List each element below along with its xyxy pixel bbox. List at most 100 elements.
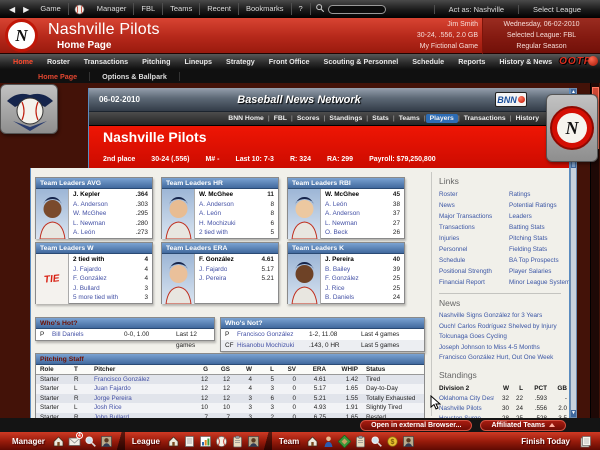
sidebar-link[interactable]: Personnel xyxy=(439,246,468,253)
finish-today-icon[interactable] xyxy=(579,435,592,448)
back-icon[interactable]: ◀ xyxy=(9,4,16,14)
cold-player-row[interactable]: P Francisco González 1-2, 11.08 Last 4 g… xyxy=(221,329,424,340)
manager-mail-icon[interactable]: 4 xyxy=(68,431,83,448)
leader-row[interactable]: B. Bailey 39 xyxy=(321,265,404,275)
news-headline-link[interactable]: Tolcunaga Goes Cycling xyxy=(439,333,507,341)
nav-tab[interactable]: Pitching xyxy=(142,57,171,66)
leader-row[interactable]: J. Pereira 40 xyxy=(321,255,404,265)
baseball-icon[interactable] xyxy=(74,4,85,15)
sidebar-link[interactable]: Major Transactions xyxy=(439,213,493,220)
news-headline-link[interactable]: Ouch! Carlos Rodríguez Shelved by Injury xyxy=(439,322,557,330)
team-roster-icon[interactable] xyxy=(322,435,335,448)
scroll-down-icon[interactable]: ▼ xyxy=(571,410,576,417)
nav-tab[interactable]: Schedule xyxy=(412,57,445,66)
team-photos-icon[interactable] xyxy=(402,435,415,448)
sidebar-link[interactable]: Transactions xyxy=(439,224,475,231)
leader-row[interactable]: 2 tied with 5 xyxy=(195,228,278,238)
standings-row[interactable]: Nashville Pilots 30 24 .556 2.0 xyxy=(439,404,567,414)
search-input[interactable] xyxy=(327,4,386,14)
leader-row[interactable]: B. Daniels 24 xyxy=(321,293,404,303)
leader-row[interactable]: F. González 25 xyxy=(321,274,404,284)
news-headline-link[interactable]: Nashville Signs González for 3 Years xyxy=(439,312,543,319)
sidebar-link[interactable]: Pitching Stats xyxy=(509,235,548,242)
leader-row[interactable]: W. McGhee 11 xyxy=(195,190,278,200)
nav-tab[interactable]: Reports xyxy=(458,57,486,66)
menu-bookmarks[interactable]: Bookmarks xyxy=(239,3,292,15)
leader-row[interactable]: J. Rice 25 xyxy=(321,284,404,294)
bnn-menu-home[interactable]: BNN Home xyxy=(228,115,264,122)
nav-tab[interactable]: History & News xyxy=(499,57,553,66)
menu-teams[interactable]: Teams xyxy=(163,3,201,15)
league-scores-icon[interactable] xyxy=(183,435,196,448)
team-finance-icon[interactable]: $ xyxy=(386,435,399,448)
sidebar-link[interactable]: Financial Report xyxy=(439,279,485,286)
team-home-icon[interactable] xyxy=(306,435,319,448)
sidebar-link[interactable]: Minor League System xyxy=(509,279,569,286)
bnn-menu-fbl[interactable]: FBL xyxy=(273,115,287,122)
leader-row[interactable]: A. León .273 xyxy=(69,228,152,238)
leader-row[interactable]: J. Fajardo 4 xyxy=(69,265,152,275)
nav-tab[interactable]: Roster xyxy=(46,57,70,66)
leader-row[interactable]: W. McGhee 45 xyxy=(321,190,404,200)
nav-tab[interactable]: Scouting & Personnel xyxy=(323,57,399,66)
nav-tab[interactable]: Transactions xyxy=(83,57,129,66)
team-ballpark-icon[interactable] xyxy=(338,434,352,448)
leader-row[interactable]: 5 more tied with 3 xyxy=(69,293,152,303)
league-logo-tab[interactable] xyxy=(0,84,58,134)
bnn-menu-standings[interactable]: Standings xyxy=(329,115,363,122)
league-transactions-icon[interactable] xyxy=(231,435,244,448)
manager-home-icon[interactable] xyxy=(52,435,65,448)
sidebar-link[interactable]: Player Salaries xyxy=(509,268,552,275)
team-lineup-icon[interactable] xyxy=(354,435,367,448)
pitcher-row[interactable]: Starter R Jorge Pereira 12 12 3 6 0 5.21… xyxy=(36,393,424,404)
open-external-browser-button[interactable]: Open in external Browser... xyxy=(360,419,473,431)
standings-row[interactable]: Houston Surge 28 25 .528 3.5 xyxy=(439,414,567,418)
leader-row[interactable]: O. Beck 26 xyxy=(321,228,404,238)
subnav-item[interactable]: Options & Ballpark xyxy=(90,71,180,81)
leader-row[interactable]: J. Bullard 3 xyxy=(69,284,152,294)
leader-row[interactable]: A. León 8 xyxy=(195,209,278,219)
team-scout-icon[interactable] xyxy=(370,435,383,448)
league-home-icon[interactable] xyxy=(167,435,180,448)
league-stats-icon[interactable] xyxy=(199,435,212,448)
select-league-button[interactable]: Select League xyxy=(518,4,595,14)
bnn-menu-players[interactable]: Players xyxy=(425,114,458,123)
bnn-menu-teams[interactable]: Teams xyxy=(398,115,420,122)
leader-row[interactable]: J. Kepler .364 xyxy=(69,190,152,200)
sidebar-link[interactable]: Injuries xyxy=(439,235,460,242)
leader-row[interactable]: W. McGhee .295 xyxy=(69,209,152,219)
sidebar-link[interactable]: Ratings xyxy=(509,191,531,198)
leader-row[interactable]: L. Newman .280 xyxy=(69,219,152,229)
sidebar-link[interactable]: BA Top Prospects xyxy=(509,257,559,264)
leader-row[interactable]: A. Anderson 8 xyxy=(195,200,278,210)
pitcher-row[interactable]: Starter R John Bullard 7 7 3 2 0 6.75 1.… xyxy=(36,412,424,418)
menu-game[interactable]: Game xyxy=(33,3,69,15)
act-as-label[interactable]: Act as: Nashville xyxy=(433,4,518,14)
bnn-menu-transactions[interactable]: Transactions xyxy=(463,115,506,122)
menu-help[interactable]: ? xyxy=(292,3,311,15)
sidebar-link[interactable]: Fielding Stats xyxy=(509,246,548,253)
finish-today-button[interactable]: Finish Today xyxy=(521,436,570,446)
manager-profile-icon[interactable] xyxy=(100,435,113,448)
sidebar-link[interactable]: News xyxy=(439,202,455,209)
bnn-menu-history[interactable]: History xyxy=(515,115,539,122)
hot-player-row[interactable]: P Bill Daniels 0-0, 1.00 Last 12 games xyxy=(36,329,214,349)
news-headline-link[interactable]: Joseph Johnson to Miss 4-5 Months xyxy=(439,343,540,351)
bnn-menu-scores[interactable]: Scores xyxy=(296,115,320,122)
bnn-menu-stats[interactable]: Stats xyxy=(372,115,389,122)
news-headline-link[interactable]: Francisco González Hurt, Out One Week xyxy=(439,354,554,362)
leader-row[interactable]: H. Mochizuki 6 xyxy=(195,219,278,229)
subnav-item[interactable]: Home Page xyxy=(14,71,91,81)
affiliated-teams-button[interactable]: Affiliated Teams xyxy=(480,419,566,431)
sidebar-link[interactable]: Roster xyxy=(439,191,458,198)
leader-row[interactable]: A. Anderson 37 xyxy=(321,209,404,219)
leader-row[interactable]: J. Pereira 5.21 xyxy=(195,274,278,284)
menu-fbl[interactable]: FBL xyxy=(134,3,164,15)
leader-row[interactable]: A. Anderson .303 xyxy=(69,200,152,210)
sidebar-link[interactable]: Leaders xyxy=(509,213,532,220)
forward-icon[interactable]: ▶ xyxy=(23,4,30,14)
manager-search-icon[interactable] xyxy=(84,435,97,448)
nav-tab[interactable]: Home xyxy=(13,57,33,66)
menu-manager[interactable]: Manager xyxy=(90,3,135,15)
leader-row[interactable]: L. Newman 27 xyxy=(321,219,404,229)
